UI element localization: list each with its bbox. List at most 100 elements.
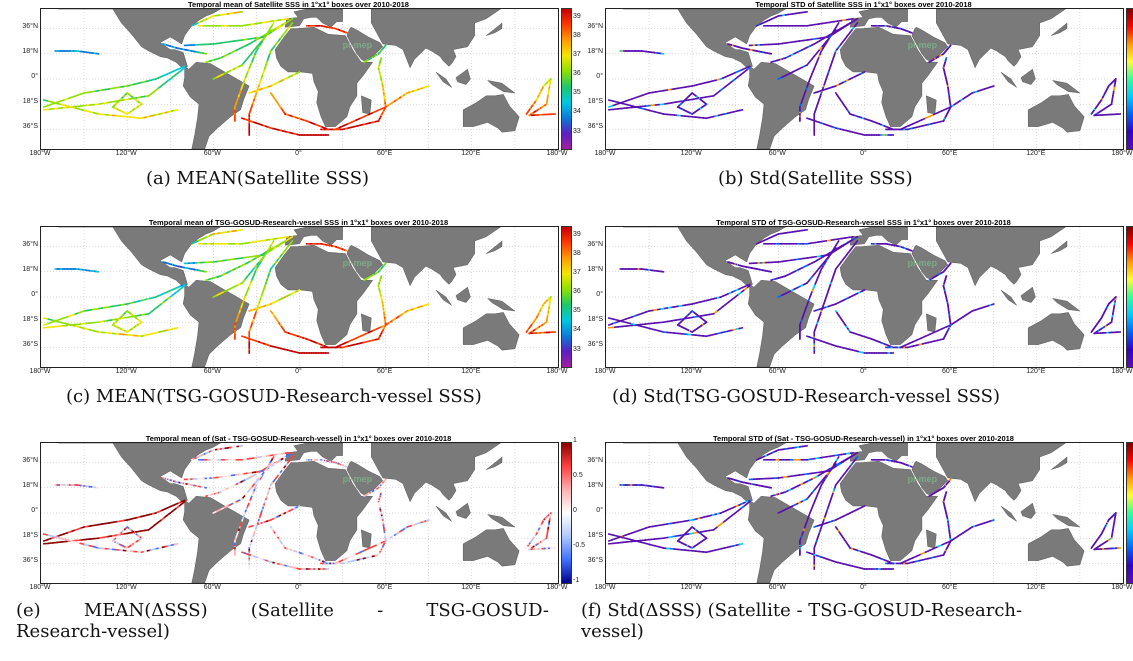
map-title: Temporal mean of Satellite SSS in 1°x1° … bbox=[188, 0, 409, 9]
colorbar-tick-label: 36 bbox=[573, 70, 581, 78]
lat-tick-label: 18°S bbox=[587, 98, 603, 106]
track-segment bbox=[173, 326, 179, 330]
track-segment bbox=[607, 104, 614, 109]
track-segment bbox=[126, 525, 130, 530]
track-segment bbox=[248, 525, 253, 529]
pimep-logo: pi-mep bbox=[343, 40, 373, 50]
lat-tick-label: 36°N bbox=[587, 22, 603, 30]
caption-word: TSG-GOSUD- bbox=[426, 600, 549, 621]
track-segment bbox=[212, 76, 217, 81]
lat-tick-label: 36°S bbox=[22, 557, 38, 565]
lon-tick-label: 120°W bbox=[680, 368, 702, 375]
land-polygon bbox=[926, 529, 937, 549]
land-polygon bbox=[284, 443, 343, 462]
land-polygon bbox=[371, 9, 501, 69]
land-polygon bbox=[486, 240, 503, 254]
colorbar-tick-label: 37 bbox=[573, 50, 581, 58]
colorbar-tick-label: 33 bbox=[573, 127, 581, 135]
lat-tick-label: 18°S bbox=[22, 532, 38, 540]
colorbar-tick-label: 35 bbox=[573, 89, 581, 97]
track-segment bbox=[738, 326, 744, 330]
lat-tick-label: 0° bbox=[31, 291, 38, 298]
lat-tick-label: 36°N bbox=[587, 240, 603, 248]
track-segment bbox=[691, 91, 695, 96]
track-segment bbox=[607, 322, 614, 327]
land-polygon bbox=[182, 495, 250, 583]
lon-tick-label: 180°W bbox=[594, 368, 616, 375]
map-panel-a: Temporal mean of Satellite SSS in 1°x1° … bbox=[16, 0, 580, 189]
land-polygon bbox=[839, 244, 939, 345]
map-canvas: pi-mep bbox=[605, 442, 1124, 584]
map-canvas: pi-mep bbox=[605, 226, 1124, 368]
lat-tick-label: 36°S bbox=[22, 341, 38, 349]
land-polygon bbox=[1051, 298, 1081, 312]
lon-tick-label: 180°W bbox=[29, 584, 51, 591]
lon-tick-label: 120°E bbox=[461, 584, 481, 591]
track-segment bbox=[126, 91, 130, 96]
figure-caption: (d) Std(TSG-GOSUD-Research-vessel SSS) bbox=[612, 386, 1001, 407]
colorbar-tick-label: 39 bbox=[573, 230, 581, 238]
land-polygon bbox=[1028, 312, 1085, 351]
track-segment bbox=[813, 91, 818, 95]
land-polygon bbox=[1020, 502, 1036, 519]
colorbar-tick-label: 37 bbox=[573, 268, 581, 276]
track-segment bbox=[607, 538, 614, 543]
land-polygon bbox=[747, 495, 815, 583]
lat-tick-label: 18°N bbox=[22, 47, 38, 55]
lat-tick-label: 36°S bbox=[587, 123, 603, 131]
colorbar bbox=[1126, 8, 1133, 150]
lat-tick-label: 18°S bbox=[587, 316, 603, 324]
caption-line: (e) MEAN(ΔSSS) (Satellite - TSG-GOSUD- bbox=[16, 600, 549, 621]
map-canvas: pi-mep bbox=[40, 442, 559, 584]
colorbar bbox=[561, 226, 572, 368]
track-segment bbox=[42, 538, 49, 543]
land-polygon bbox=[839, 26, 939, 127]
lon-tick-label: 180°W bbox=[29, 150, 51, 157]
map-title: Temporal STD of Satellite SSS in 1°x1° b… bbox=[755, 0, 972, 9]
track-segment bbox=[248, 91, 253, 95]
lon-tick-label: 120°W bbox=[115, 150, 137, 157]
track-segment bbox=[691, 309, 695, 314]
land-polygon bbox=[936, 443, 1066, 503]
track-segment bbox=[383, 478, 387, 482]
land-polygon bbox=[274, 26, 374, 127]
caption-word: (e) bbox=[16, 600, 41, 621]
track-segment bbox=[691, 525, 695, 530]
lon-tick-label: 60°W bbox=[203, 368, 221, 375]
track-segment bbox=[42, 322, 49, 327]
track-segment bbox=[383, 262, 387, 266]
land-polygon bbox=[346, 26, 384, 62]
lon-tick-label: 120°E bbox=[461, 368, 481, 375]
lon-tick-label: 60°W bbox=[203, 150, 221, 157]
land-polygon bbox=[911, 460, 949, 496]
lon-tick-label: 120°W bbox=[115, 368, 137, 375]
colorbar-tick-label: -0.5 bbox=[573, 542, 586, 549]
lon-tick-label: 180°W bbox=[546, 150, 568, 157]
caption-word: (Satellite bbox=[250, 600, 334, 621]
pimep-logo: pi-mep bbox=[343, 474, 373, 484]
land-polygon bbox=[1000, 505, 1017, 522]
lat-tick-label: 36°N bbox=[22, 240, 38, 248]
lon-tick-label: 120°E bbox=[1026, 150, 1046, 157]
land-polygon bbox=[361, 529, 372, 549]
map-title: Temporal STD of (Sat - TSG-GOSUD-Researc… bbox=[713, 434, 1014, 443]
colorbar bbox=[561, 8, 572, 150]
track-segment bbox=[948, 262, 952, 266]
track-segment bbox=[990, 302, 995, 306]
figure-caption: (b) Std(Satellite SSS) bbox=[718, 168, 913, 189]
lat-tick-label: 18°N bbox=[22, 481, 38, 489]
track-segment bbox=[990, 84, 995, 88]
land-polygon bbox=[463, 528, 520, 567]
track-segment bbox=[425, 84, 430, 88]
track-segment bbox=[383, 44, 387, 48]
map-panel-b: Temporal STD of Satellite SSS in 1°x1° b… bbox=[581, 0, 1133, 189]
map-svg: pi-mep bbox=[41, 227, 558, 367]
track-segment bbox=[990, 518, 995, 522]
land-polygon bbox=[1051, 80, 1081, 94]
lat-tick-label: 36°S bbox=[587, 341, 603, 349]
land-polygon bbox=[911, 244, 949, 280]
lon-tick-label: 120°W bbox=[680, 150, 702, 157]
colorbar-tick-label: 0 bbox=[573, 507, 577, 514]
land-polygon bbox=[346, 460, 384, 496]
lon-tick-label: 60°E bbox=[942, 150, 958, 157]
